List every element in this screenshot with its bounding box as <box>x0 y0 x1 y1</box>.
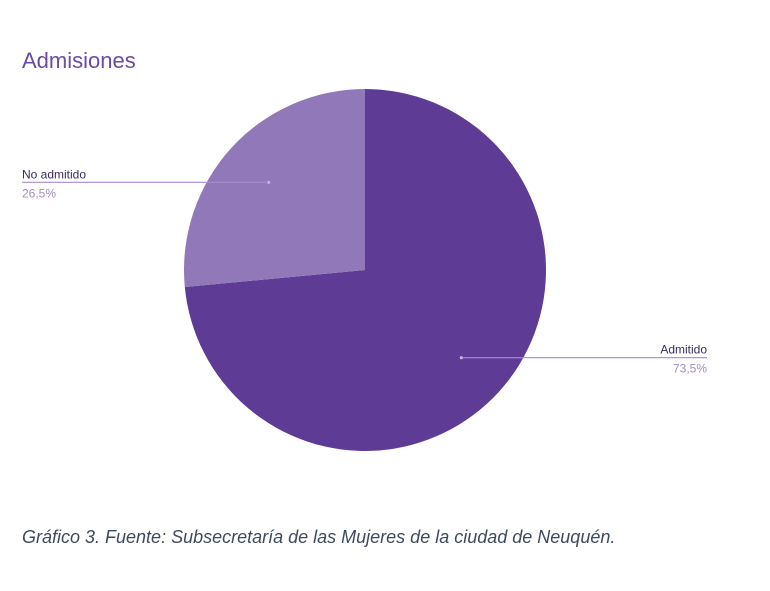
slice-value-admitido: 73,5% <box>673 362 707 376</box>
slice-value-no-admitido: 26,5% <box>22 186 56 200</box>
slice-label-admitido: Admitido <box>660 343 707 357</box>
pie-labels: Admitido 73,5% No admitido 26,5% <box>22 167 707 376</box>
pie-slice-admitido <box>184 89 546 451</box>
chart-title: Admisiones <box>22 48 136 73</box>
pie-chart-svg: Admisiones Admitido 73,5% No admitido 26,5% <box>22 48 707 451</box>
figure-caption: Gráfico 3. Fuente: Subsecretaría de las … <box>22 527 616 547</box>
pie-slices <box>184 89 546 451</box>
pie-chart: Admisiones Admitido 73,5% No admitido 26,5% <box>22 48 707 451</box>
slice-label-no-admitido: No admitido <box>22 167 86 181</box>
pie-slice-no-admitido <box>184 89 365 288</box>
